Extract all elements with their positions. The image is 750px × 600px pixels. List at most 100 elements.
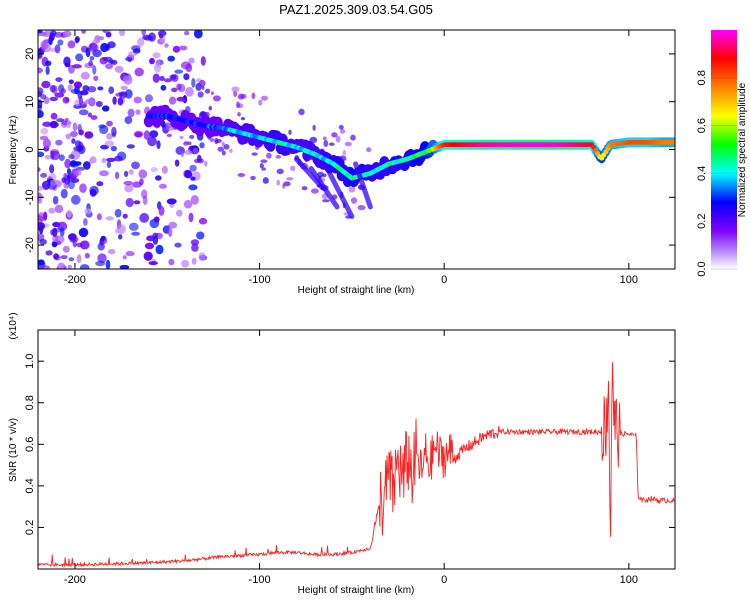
noise-blob: [134, 67, 144, 77]
noise-blob: [38, 151, 45, 158]
noise-blob: [166, 133, 172, 137]
noise-blob: [236, 101, 240, 109]
noise-blob: [185, 86, 194, 97]
noise-blob: [156, 140, 161, 150]
noise-blob: [42, 138, 52, 149]
noise-blob: [117, 97, 124, 106]
noise-blob: [288, 129, 292, 135]
y-tick-label: 1.0: [24, 354, 36, 369]
noise-blob: [122, 213, 128, 219]
noise-blob: [344, 141, 352, 147]
snr-plot-area: [38, 330, 675, 569]
noise-blob: [62, 245, 70, 253]
noise-blob: [172, 45, 181, 53]
noise-blob: [115, 92, 124, 97]
noise-blob: [184, 30, 190, 36]
noise-blob: [139, 212, 150, 223]
snr-x-axis-label: Height of straight line (km): [298, 585, 415, 596]
noise-blob: [70, 178, 80, 183]
noise-blob: [38, 67, 43, 74]
x-tick-label: -100: [249, 574, 271, 586]
noise-blob: [143, 130, 151, 140]
colorbar-tick-label: 0.4: [696, 166, 708, 181]
noise-blob: [147, 136, 157, 147]
noise-blob: [39, 135, 49, 141]
noise-blob: [105, 259, 111, 269]
snr-series-line: [38, 362, 675, 568]
noise-blob: [45, 60, 52, 67]
noise-blob: [191, 77, 196, 88]
noise-blob: [168, 226, 173, 235]
noise-blob: [259, 163, 264, 169]
y-tick-label: 0.2: [24, 520, 36, 535]
noise-blob: [322, 173, 327, 178]
noise-blob: [155, 59, 161, 68]
noise-blob: [276, 168, 284, 175]
noise-blob: [312, 124, 316, 131]
noise-blob: [212, 95, 221, 102]
noise-blob: [119, 264, 130, 269]
noise-blob: [125, 251, 135, 257]
noise-blob: [275, 155, 281, 159]
noise-blob: [38, 259, 45, 266]
spectrogram-ridge: [143, 104, 675, 219]
noise-blob: [104, 140, 115, 147]
ridge-streak: [308, 166, 340, 210]
noise-blob: [124, 57, 133, 62]
noise-blob: [138, 169, 148, 179]
noise-blob: [158, 33, 164, 39]
noise-blob: [48, 207, 56, 214]
noise-blob: [198, 217, 208, 225]
noise-blob: [83, 218, 88, 226]
noise-blob: [180, 152, 185, 158]
noise-blob: [96, 213, 102, 221]
noise-blob: [67, 40, 76, 49]
noise-blob: [75, 53, 84, 62]
noise-blob: [38, 30, 43, 34]
noise-blob: [127, 108, 135, 118]
noise-blob: [131, 161, 140, 170]
noise-blob: [122, 255, 127, 260]
noise-blob: [70, 131, 78, 138]
noise-blob: [87, 86, 97, 93]
noise-blob: [96, 181, 104, 187]
noise-blob: [106, 161, 112, 169]
colorbar-tick-label: 0.2: [696, 214, 708, 229]
x-tick-label: 100: [620, 574, 638, 586]
noise-blob: [45, 250, 53, 256]
noise-blob: [74, 37, 80, 44]
y-tick-label: 0: [24, 146, 36, 152]
noise-blob: [276, 179, 281, 186]
noise-blob: [143, 251, 153, 261]
noise-blob: [150, 167, 158, 173]
noise-blob: [111, 126, 117, 137]
noise-blob: [128, 169, 134, 175]
x-tick-label: -100: [249, 274, 271, 286]
noise-blob: [55, 139, 63, 146]
noise-blob: [88, 42, 98, 52]
noise-blob: [311, 188, 319, 194]
noise-blob: [240, 117, 245, 121]
noise-blob: [41, 44, 52, 53]
noise-blob: [105, 31, 112, 38]
noise-blob: [98, 124, 106, 129]
noise-blob: [164, 43, 169, 48]
noise-blob: [229, 148, 233, 153]
y-tick-label: 0.8: [24, 395, 36, 410]
noise-blob: [67, 264, 73, 269]
noise-blob: [114, 171, 120, 180]
noise-blob: [191, 243, 199, 252]
colorbar-gradient: [711, 30, 737, 269]
noise-blob: [55, 77, 63, 82]
noise-blob: [84, 99, 95, 105]
noise-blob: [52, 227, 58, 237]
noise-blob: [260, 159, 268, 163]
noise-blob: [124, 184, 134, 193]
noise-blob: [54, 254, 61, 261]
noise-blob: [49, 120, 59, 129]
noise-blob: [57, 262, 65, 269]
noise-blob: [148, 261, 158, 266]
noise-blob: [98, 36, 105, 41]
noise-blob: [80, 71, 90, 80]
